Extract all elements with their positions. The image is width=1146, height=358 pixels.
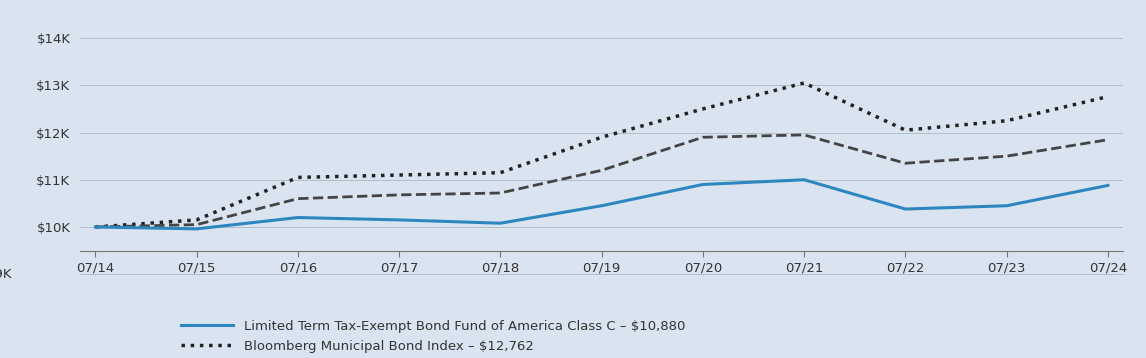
Text: $9K: $9K — [0, 268, 13, 281]
Legend: Limited Term Tax-Exempt Bond Fund of America Class C – $10,880, Bloomberg Munici: Limited Term Tax-Exempt Bond Fund of Ame… — [181, 319, 699, 358]
